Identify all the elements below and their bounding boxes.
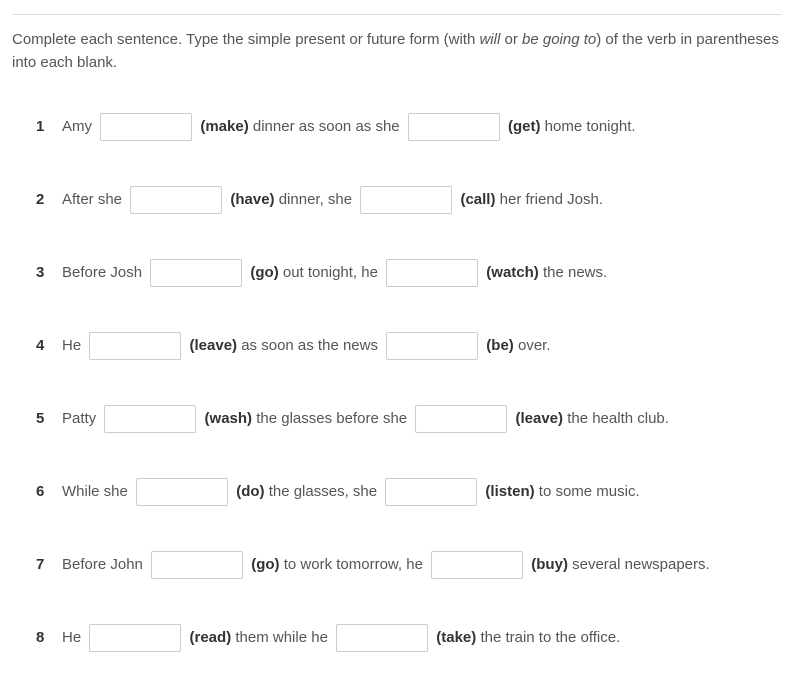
- sentence: He (leave) as soon as the news (be) over…: [62, 329, 551, 362]
- item-number: 2: [36, 183, 62, 216]
- sentence-text: them while he: [235, 621, 332, 654]
- sentence-text: He: [62, 621, 85, 654]
- sentence-text: Amy: [62, 110, 96, 143]
- answer-input[interactable]: [336, 624, 428, 652]
- sentence-text: dinner, she: [279, 183, 357, 216]
- sentence-text: dinner as soon as she: [253, 110, 404, 143]
- sentence-text: out tonight, he: [283, 256, 382, 289]
- exercise-item: 3Before Josh (go) out tonight, he (watch…: [36, 256, 781, 289]
- sentence: While she (do) the glasses, she (listen)…: [62, 475, 640, 508]
- verb-hint: (listen): [481, 475, 539, 508]
- item-number: 7: [36, 548, 62, 581]
- instructions: Complete each sentence. Type the simple …: [12, 29, 781, 74]
- answer-input[interactable]: [386, 332, 478, 360]
- item-number: 4: [36, 329, 62, 362]
- exercise-item: 8He (read) them while he (take) the trai…: [36, 621, 781, 654]
- item-number: 8: [36, 621, 62, 654]
- sentence-text: to some music.: [539, 475, 640, 508]
- verb-hint: (be): [482, 329, 518, 362]
- answer-input[interactable]: [89, 332, 181, 360]
- answer-input[interactable]: [408, 113, 500, 141]
- sentence-text: to work tomorrow, he: [284, 548, 427, 581]
- exercise-item: 4He (leave) as soon as the news (be) ove…: [36, 329, 781, 362]
- verb-hint: (leave): [511, 402, 567, 435]
- item-number: 6: [36, 475, 62, 508]
- answer-input[interactable]: [104, 405, 196, 433]
- instructions-italic-will: will: [479, 31, 500, 48]
- verb-hint: (read): [185, 621, 235, 654]
- sentence: Patty (wash) the glasses before she (lea…: [62, 402, 669, 435]
- sentence-text: as soon as the news: [241, 329, 382, 362]
- verb-hint: (call): [456, 183, 499, 216]
- sentence-text: over.: [518, 329, 551, 362]
- sentence: He (read) them while he (take) the train…: [62, 621, 620, 654]
- answer-input[interactable]: [431, 551, 523, 579]
- verb-hint: (take): [432, 621, 480, 654]
- verb-hint: (go): [246, 256, 283, 289]
- verb-hint: (make): [196, 110, 253, 143]
- sentence-text: the news.: [543, 256, 607, 289]
- exercise-item: 7Before John (go) to work tomorrow, he (…: [36, 548, 781, 581]
- sentence: Before John (go) to work tomorrow, he (b…: [62, 548, 710, 581]
- sentence-text: While she: [62, 475, 132, 508]
- exercise-list: 1Amy (make) dinner as soon as she (get) …: [12, 110, 781, 654]
- item-number: 1: [36, 110, 62, 143]
- sentence-text: her friend Josh.: [500, 183, 603, 216]
- verb-hint: (watch): [482, 256, 543, 289]
- answer-input[interactable]: [100, 113, 192, 141]
- sentence-text: the glasses, she: [269, 475, 382, 508]
- instructions-text-mid: or: [500, 31, 522, 48]
- answer-input[interactable]: [150, 259, 242, 287]
- sentence: Amy (make) dinner as soon as she (get) h…: [62, 110, 636, 143]
- answer-input[interactable]: [360, 186, 452, 214]
- sentence-text: the train to the office.: [480, 621, 620, 654]
- sentence-text: the glasses before she: [256, 402, 411, 435]
- instructions-italic-begoingto: be going to: [522, 31, 596, 48]
- instructions-text-pre: Complete each sentence. Type the simple …: [12, 31, 479, 48]
- item-number: 3: [36, 256, 62, 289]
- sentence: Before Josh (go) out tonight, he (watch)…: [62, 256, 607, 289]
- verb-hint: (go): [247, 548, 284, 581]
- sentence-text: Patty: [62, 402, 100, 435]
- answer-input[interactable]: [385, 478, 477, 506]
- answer-input[interactable]: [386, 259, 478, 287]
- sentence-text: the health club.: [567, 402, 669, 435]
- sentence-text: Before John: [62, 548, 147, 581]
- answer-input[interactable]: [89, 624, 181, 652]
- sentence-text: home tonight.: [545, 110, 636, 143]
- verb-hint: (leave): [185, 329, 241, 362]
- sentence-text: He: [62, 329, 85, 362]
- verb-hint: (have): [226, 183, 279, 216]
- verb-hint: (buy): [527, 548, 572, 581]
- exercise-item: 2After she (have) dinner, she (call) her…: [36, 183, 781, 216]
- sentence: After she (have) dinner, she (call) her …: [62, 183, 603, 216]
- sentence-text: several newspapers.: [572, 548, 710, 581]
- verb-hint: (do): [232, 475, 269, 508]
- sentence-text: Before Josh: [62, 256, 146, 289]
- answer-input[interactable]: [136, 478, 228, 506]
- answer-input[interactable]: [130, 186, 222, 214]
- exercise-item: 1Amy (make) dinner as soon as she (get) …: [36, 110, 781, 143]
- item-number: 5: [36, 402, 62, 435]
- section-divider: [12, 14, 781, 15]
- answer-input[interactable]: [415, 405, 507, 433]
- answer-input[interactable]: [151, 551, 243, 579]
- exercise-item: 5Patty (wash) the glasses before she (le…: [36, 402, 781, 435]
- exercise-item: 6While she (do) the glasses, she (listen…: [36, 475, 781, 508]
- verb-hint: (get): [504, 110, 545, 143]
- verb-hint: (wash): [200, 402, 256, 435]
- sentence-text: After she: [62, 183, 126, 216]
